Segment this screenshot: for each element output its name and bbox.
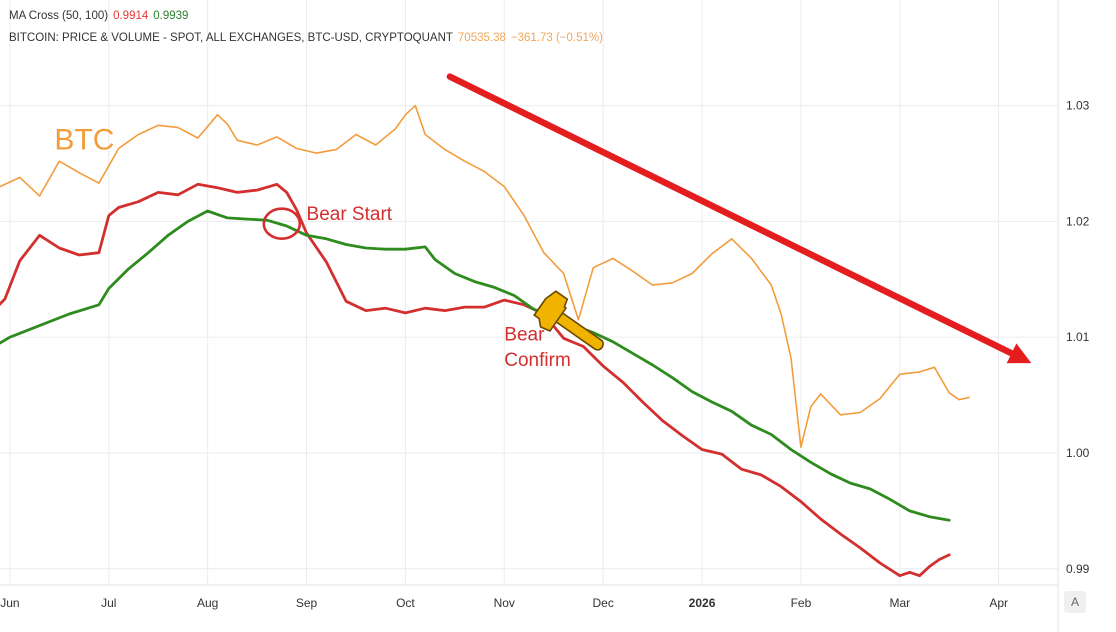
price-change: −361.73 (−0.51%) (510, 32, 603, 44)
confirm-annotation: Confirm (504, 350, 571, 371)
y-tick-label: 1.02 (1066, 214, 1090, 228)
y-tick-label: 0.99 (1066, 562, 1090, 576)
ma-50-line[interactable] (0, 182, 951, 578)
last-price: 70535.38 (457, 32, 506, 44)
hammer-icon (533, 290, 604, 351)
x-tick-label: Jul (101, 596, 116, 610)
series-legend: BITCOIN: PRICE & VOLUME - SPOT, ALL EXCH… (9, 32, 608, 44)
x-tick-label: 2026 (689, 596, 716, 610)
series-title[interactable]: BITCOIN: PRICE & VOLUME - SPOT, ALL EXCH… (9, 32, 453, 44)
indicator-legend: MA Cross (50, 100) 0.9914 0.9939 (9, 10, 193, 22)
x-tick-label: Mar (889, 596, 910, 610)
y-tick-label: 1.03 (1066, 99, 1090, 113)
bear-start-annotation: Bear Start (307, 204, 393, 225)
x-tick-label: Jun (0, 596, 19, 610)
x-tick-label: Nov (494, 596, 515, 610)
x-tick-label: Sep (296, 596, 318, 610)
y-tick-label: 1.00 (1066, 446, 1090, 460)
x-tick-label: Oct (396, 596, 415, 610)
btc-price-line[interactable] (0, 104, 970, 449)
ma-100-line[interactable] (0, 209, 951, 522)
x-tick-label: Dec (592, 596, 613, 610)
y-tick-label: 1.01 (1066, 330, 1090, 344)
bear-trend-arrow (446, 73, 1032, 364)
bear-annotation: Bear (504, 325, 545, 346)
ma-fast-value: 0.9914 (113, 10, 149, 22)
x-tick-label: Aug (197, 596, 218, 610)
indicator-name[interactable]: MA Cross (50, 100) (9, 10, 109, 22)
ma-slow-value: 0.9939 (153, 10, 189, 22)
x-tick-label: Apr (989, 596, 1008, 610)
btc-series-label: BTC (54, 124, 114, 157)
crossover-circle-marker (262, 207, 302, 241)
x-tick-label: Feb (791, 596, 812, 610)
auto-scale-button[interactable]: A (1064, 591, 1086, 613)
